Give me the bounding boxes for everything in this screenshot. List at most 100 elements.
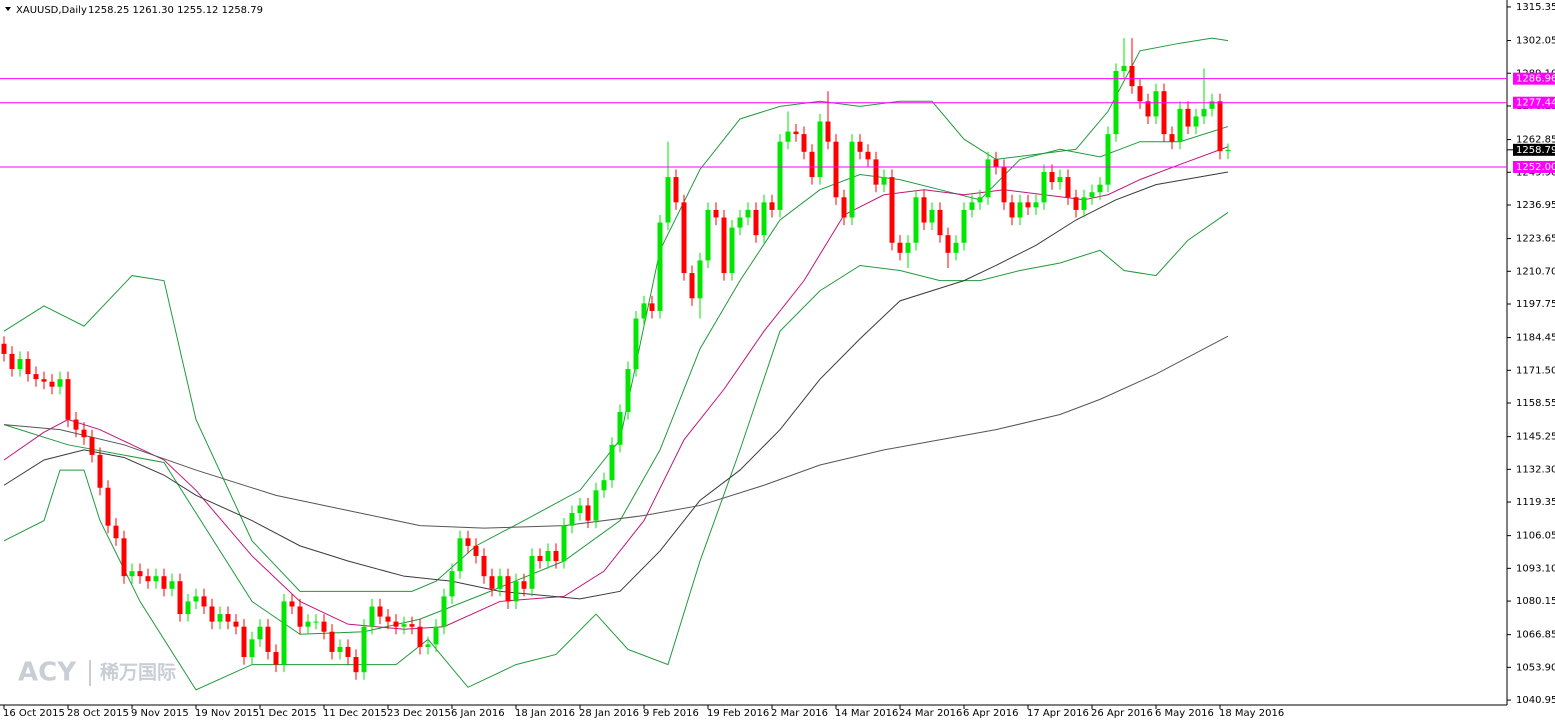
candle-body	[337, 646, 343, 652]
candle-body	[1201, 108, 1207, 117]
candle-body	[1097, 184, 1103, 193]
candle-body	[433, 626, 439, 645]
price-level-tag	[1513, 96, 1555, 109]
candle-body	[1, 343, 7, 354]
candle-body	[713, 209, 719, 218]
candle-body	[1001, 166, 1007, 203]
candle-body	[921, 197, 927, 223]
candle-body	[1225, 149, 1231, 152]
candle-body	[249, 639, 255, 658]
candle-body	[1041, 172, 1047, 203]
x-tick-label: 6 Apr 2016	[963, 708, 1018, 719]
watermark: ACY	[18, 658, 77, 688]
candle-body	[529, 555, 535, 589]
indicator-line	[3, 335, 1229, 529]
candle-body	[969, 202, 975, 210]
candle-body	[721, 217, 727, 274]
y-tick-label: 1223.65	[1516, 234, 1555, 245]
x-tick-label: 16 Oct 2015	[3, 708, 65, 719]
candle-body	[833, 141, 839, 198]
candle-body	[689, 273, 695, 299]
candle-body	[393, 621, 399, 627]
candle-body	[1049, 172, 1055, 183]
candle-body	[1137, 86, 1143, 102]
candle-body	[209, 606, 215, 622]
candle-body	[401, 624, 407, 627]
candle-body	[825, 121, 831, 142]
candle-body	[777, 141, 783, 210]
candle-body	[225, 614, 231, 622]
candle-body	[353, 657, 359, 673]
candle-body	[905, 242, 911, 253]
candle-body	[137, 571, 143, 577]
indicator-line	[3, 37, 1229, 592]
candle-body	[409, 624, 415, 627]
candle-body	[801, 134, 807, 152]
candle-body	[913, 197, 919, 243]
candle-body	[1121, 65, 1127, 71]
candle-body	[857, 141, 863, 152]
candle-body	[897, 242, 903, 253]
candle-body	[169, 581, 175, 589]
candle-body	[361, 626, 367, 673]
candle-body	[441, 596, 447, 627]
x-tick-label: 17 Apr 2016	[1027, 708, 1089, 719]
candle-body	[129, 571, 135, 577]
candle-body	[553, 550, 559, 562]
candle-body	[809, 151, 815, 178]
price-level-label: 1252.00	[1516, 162, 1555, 173]
x-tick-label: 28 Jan 2016	[579, 708, 639, 719]
candle-body	[817, 121, 823, 178]
candle-body	[633, 318, 639, 370]
candle-body	[105, 487, 111, 526]
y-tick-label: 1093.10	[1516, 563, 1555, 574]
candle-body	[9, 353, 15, 370]
candle-body	[121, 538, 127, 577]
candle-body	[593, 490, 599, 521]
candle-body	[953, 242, 959, 253]
candle-body	[1017, 202, 1023, 218]
x-tick-label: 14 Mar 2016	[835, 708, 898, 719]
candle-body	[281, 601, 287, 665]
watermark-sub: 稀万国际	[100, 661, 176, 684]
candle-body	[417, 626, 423, 647]
price-level-tag	[1513, 72, 1555, 85]
candle-body	[97, 454, 103, 488]
candle-body	[665, 177, 671, 223]
candle-body	[841, 197, 847, 218]
candle-body	[369, 606, 375, 627]
candle-body	[569, 513, 575, 526]
candle-body	[1177, 108, 1183, 142]
candle-body	[537, 555, 543, 562]
y-tick-label: 1262.85	[1516, 135, 1555, 146]
y-tick-label: 1145.25	[1516, 432, 1555, 443]
candle-body	[1153, 91, 1159, 117]
candle-body	[929, 209, 935, 223]
x-tick-label: 6 May 2016	[1155, 708, 1214, 719]
candle-body	[241, 626, 247, 658]
candle-body	[1105, 134, 1111, 185]
x-tick-label: 26 Apr 2016	[1091, 708, 1153, 719]
candle-body	[161, 576, 167, 589]
x-tick-label: 6 Jan 2016	[451, 708, 505, 719]
candle-body	[17, 358, 23, 370]
y-tick-label: 1066.85	[1516, 630, 1555, 641]
candle-body	[385, 616, 391, 622]
candle-body	[481, 555, 487, 577]
candle-body	[265, 626, 271, 652]
candle-body	[25, 358, 31, 375]
y-tick-label: 1184.45	[1516, 333, 1555, 344]
indicator-line	[3, 126, 1229, 635]
candle-body	[457, 538, 463, 572]
candle-body	[185, 601, 191, 615]
candle-body	[937, 209, 943, 236]
candle-body	[81, 429, 87, 438]
price-level-label: 1277.44	[1516, 98, 1555, 109]
candle-body	[505, 576, 511, 602]
candle-body	[609, 444, 615, 481]
candle-body	[1081, 197, 1087, 210]
candle-body	[1009, 202, 1015, 218]
candle-body	[729, 227, 735, 274]
x-tick-label: 9 Feb 2016	[643, 708, 699, 719]
